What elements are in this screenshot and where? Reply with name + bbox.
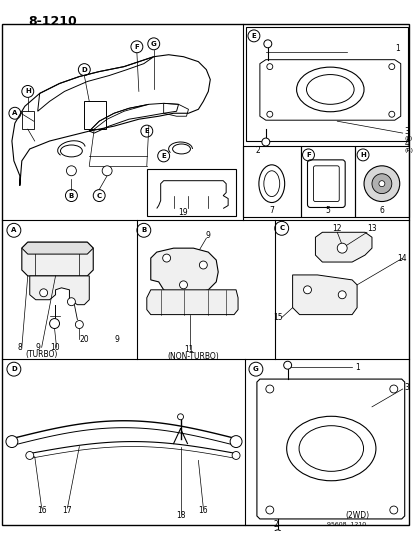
Circle shape	[179, 281, 187, 289]
Text: 5: 5	[324, 206, 329, 215]
Bar	[242, 146, 300, 217]
Polygon shape	[315, 232, 371, 262]
Text: 8: 8	[18, 343, 23, 352]
Circle shape	[265, 385, 273, 393]
Circle shape	[162, 254, 170, 262]
Circle shape	[283, 361, 291, 369]
Polygon shape	[292, 275, 356, 314]
Text: 20: 20	[79, 335, 89, 344]
Bar	[22, 111, 33, 129]
Text: (TURBO): (TURBO)	[26, 350, 58, 359]
Text: 1: 1	[354, 362, 359, 372]
Text: G: G	[150, 41, 156, 47]
Text: 17: 17	[62, 505, 72, 514]
Text: A: A	[11, 227, 17, 233]
Text: D: D	[81, 67, 87, 72]
Circle shape	[230, 435, 242, 448]
Circle shape	[371, 174, 391, 193]
Circle shape	[199, 261, 207, 269]
Circle shape	[303, 286, 311, 294]
Bar	[300, 146, 354, 217]
Text: 16: 16	[198, 505, 208, 514]
Text: 6: 6	[379, 206, 383, 215]
Text: (2WD): (2WD)	[344, 512, 368, 520]
Text: 1: 1	[394, 44, 399, 53]
Text: 95608  1210: 95608 1210	[327, 522, 366, 527]
Circle shape	[337, 243, 347, 253]
Text: 2: 2	[273, 520, 278, 529]
Text: 8-1210: 8-1210	[28, 15, 76, 28]
Circle shape	[75, 320, 83, 328]
Text: 18: 18	[176, 512, 185, 520]
Polygon shape	[150, 248, 218, 295]
Circle shape	[232, 451, 240, 459]
Text: 16: 16	[37, 505, 46, 514]
Text: G: G	[252, 366, 258, 372]
Circle shape	[389, 385, 397, 393]
Circle shape	[261, 138, 269, 146]
Polygon shape	[30, 276, 89, 305]
Circle shape	[26, 451, 33, 459]
Circle shape	[363, 166, 399, 201]
Text: 4: 4	[404, 140, 408, 149]
Circle shape	[263, 40, 271, 48]
Text: 7: 7	[269, 206, 273, 215]
Text: H: H	[25, 88, 31, 94]
Circle shape	[66, 166, 76, 176]
Text: H: H	[359, 152, 365, 158]
Text: 13: 13	[366, 224, 376, 233]
Text: 12: 12	[332, 224, 341, 233]
Bar	[245, 27, 407, 141]
Text: A: A	[12, 110, 17, 116]
Text: E: E	[251, 33, 256, 39]
Circle shape	[6, 435, 18, 448]
Text: C: C	[96, 192, 102, 199]
Text: 9: 9	[35, 343, 40, 352]
Circle shape	[389, 506, 397, 514]
Circle shape	[337, 291, 345, 298]
Text: 9: 9	[114, 335, 119, 344]
Circle shape	[273, 530, 281, 533]
Polygon shape	[22, 242, 93, 276]
Text: (R): (R)	[404, 149, 413, 154]
Text: F: F	[305, 152, 310, 158]
Text: (L): (L)	[404, 135, 412, 141]
Circle shape	[50, 319, 59, 328]
Text: B: B	[141, 227, 146, 233]
Text: 19: 19	[178, 208, 188, 217]
Text: 10: 10	[50, 343, 59, 352]
Circle shape	[102, 166, 112, 176]
Circle shape	[266, 111, 272, 117]
Circle shape	[388, 63, 394, 70]
Text: 2: 2	[255, 147, 260, 156]
Text: F: F	[134, 44, 139, 50]
Bar	[84, 101, 106, 129]
Text: 14: 14	[396, 254, 406, 263]
Circle shape	[266, 63, 272, 70]
Polygon shape	[147, 290, 237, 314]
Bar	[147, 169, 235, 216]
Polygon shape	[22, 242, 93, 254]
Text: E: E	[144, 128, 149, 134]
Text: C: C	[278, 225, 284, 231]
Bar	[354, 146, 408, 217]
Circle shape	[265, 506, 273, 514]
Circle shape	[40, 289, 47, 297]
Text: B: B	[69, 192, 74, 199]
Circle shape	[388, 111, 394, 117]
Text: 9: 9	[205, 231, 210, 240]
Text: 3: 3	[404, 127, 408, 135]
Text: 15: 15	[272, 313, 282, 322]
Text: 3: 3	[404, 383, 408, 392]
Circle shape	[67, 298, 75, 306]
Text: (NON-TURBO): (NON-TURBO)	[167, 352, 219, 361]
Text: 11: 11	[183, 345, 193, 354]
Text: E: E	[161, 153, 166, 159]
Circle shape	[177, 414, 183, 420]
Circle shape	[378, 181, 384, 187]
Text: D: D	[11, 366, 17, 372]
